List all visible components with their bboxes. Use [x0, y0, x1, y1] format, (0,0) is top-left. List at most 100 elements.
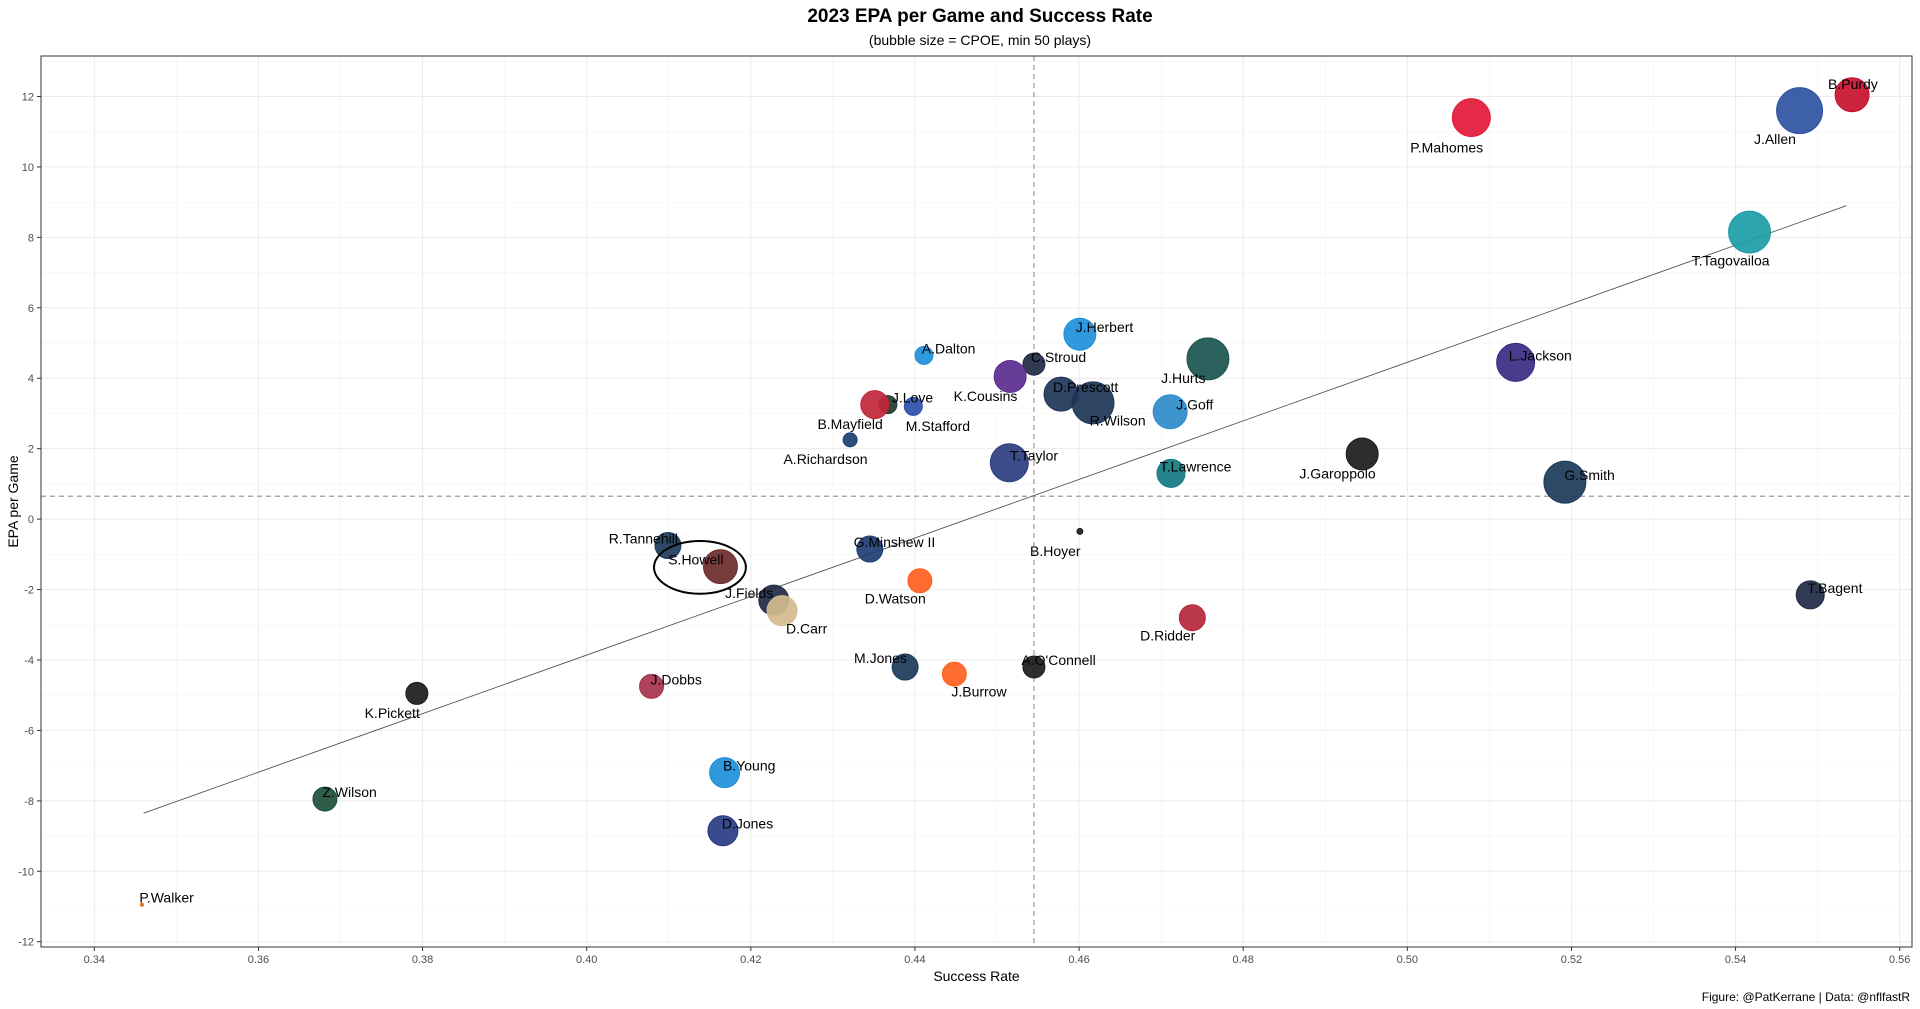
bubble-d-ridder — [1178, 604, 1206, 632]
label-m-jones: M.Jones — [854, 650, 907, 666]
bubble-s-howell — [702, 549, 738, 585]
bubble-t-bagent — [1795, 580, 1825, 610]
label-b-mayfield: B.Mayfield — [817, 416, 882, 432]
bubble-l-jackson — [1496, 342, 1536, 382]
label-j-fields: J.Fields — [725, 585, 773, 601]
label-j-love: J.Love — [892, 390, 933, 406]
y-tick-label: -12 — [18, 937, 34, 949]
bubble-k-cousins — [993, 359, 1027, 393]
bubble-g-smith — [1543, 460, 1587, 504]
chart-title: 2023 EPA per Game and Success Rate — [807, 6, 1153, 27]
label-j-allen: J.Allen — [1754, 131, 1796, 147]
bubble-t-taylor — [989, 443, 1029, 483]
bubble-a-dalton — [914, 345, 934, 365]
bubbles — [139, 77, 1870, 907]
label-j-herbert: J.Herbert — [1076, 319, 1134, 335]
y-axis-title: EPA per Game — [5, 455, 21, 548]
y-tick-label: 12 — [22, 92, 34, 104]
axis-ticks: 0.34 0.36 0.38 0.40 0.42 0.44 0.46 0.48 0.50 0.52… — [18, 92, 1910, 967]
y-tick-label: -10 — [18, 866, 34, 878]
bubble-j-burrow — [941, 661, 967, 687]
bubble-j-herbert — [1063, 317, 1097, 351]
label-z-wilson: Z.Wilson — [322, 784, 376, 800]
label-l-jackson: L.Jackson — [1509, 347, 1572, 363]
label-b-hoyer: B.Hoyer — [1030, 543, 1081, 559]
label-r-tannehill: R.Tannehill — [609, 530, 678, 546]
y-tick-label: 4 — [28, 373, 34, 385]
bubble-j-allen — [1776, 87, 1824, 135]
label-t-taylor: T.Taylor — [1010, 448, 1059, 464]
reference-lines — [41, 56, 1912, 947]
y-tick-label: 2 — [28, 444, 34, 456]
x-tick-label: 0.48 — [1232, 954, 1253, 966]
label-d-ridder: D.Ridder — [1140, 627, 1196, 643]
bubble-p-mahomes — [1451, 98, 1491, 138]
bubble-r-wilson — [1071, 381, 1115, 425]
y-tick-label: -2 — [24, 585, 34, 597]
x-tick-label: 0.50 — [1397, 954, 1418, 966]
label-t-bagent: T.Bagent — [1807, 580, 1862, 596]
y-tick-label: -4 — [24, 655, 34, 667]
bubble-a-o-connell — [1022, 655, 1046, 679]
bubble-j-garoppolo — [1345, 437, 1379, 471]
bubble-k-pickett — [405, 681, 429, 705]
label-d-jones: D.Jones — [722, 816, 773, 832]
label-j-goff: J.Goff — [1176, 397, 1213, 413]
bubble-d-jones — [707, 815, 739, 847]
bubble-j-goff — [1152, 394, 1188, 430]
x-tick-label: 0.52 — [1561, 954, 1582, 966]
player-labels: B.Purdy J.Allen P.Mahomes T.Tagovailoa L.Jac… — [139, 76, 1878, 906]
bubble-g-minshew-ii — [856, 535, 884, 563]
x-tick-label: 0.36 — [248, 954, 269, 966]
label-a-richardson: A.Richardson — [783, 451, 867, 467]
chart-subtitle: (bubble size = CPOE, min 50 plays) — [868, 32, 1092, 48]
chart-caption: Figure: @PatKerrane | Data: @nflfastR — [1701, 990, 1910, 1004]
x-tick-label: 0.46 — [1068, 954, 1089, 966]
label-g-minshew-ii: G.Minshew II — [854, 534, 936, 550]
label-k-cousins: K.Cousins — [954, 388, 1018, 404]
x-tick-label: 0.56 — [1889, 954, 1910, 966]
bubble-b-purdy — [1834, 77, 1870, 113]
x-tick-label: 0.44 — [904, 954, 925, 966]
panel-border — [40, 55, 1913, 948]
x-tick-label: 0.34 — [84, 954, 105, 966]
label-g-smith: G.Smith — [1564, 467, 1615, 483]
x-tick-label: 0.40 — [576, 954, 597, 966]
label-t-tagovailoa: T.Tagovailoa — [1692, 252, 1770, 268]
label-j-garoppolo: J.Garoppolo — [1299, 465, 1375, 481]
y-tick-label: 10 — [22, 162, 34, 174]
bubble-c-stroud — [1022, 352, 1046, 376]
bubble-m-jones — [891, 653, 919, 681]
label-a-o-connell: A.O'Connell — [1021, 652, 1095, 668]
label-d-prescott: D.Prescott — [1053, 379, 1118, 395]
bubble-m-stafford — [903, 396, 923, 416]
label-m-stafford: M.Stafford — [906, 418, 970, 434]
bubble-p-walker — [139, 902, 144, 907]
y-tick-label: 8 — [28, 232, 34, 244]
label-t-lawrence: T.Lawrence — [1160, 458, 1232, 474]
bubble-a-richardson — [842, 432, 858, 448]
bubble-b-mayfield — [860, 390, 890, 420]
bubble-j-hurts — [1186, 337, 1230, 381]
label-j-burrow: J.Burrow — [951, 684, 1007, 700]
bubble-d-carr — [766, 595, 798, 627]
label-a-dalton: A.Dalton — [922, 340, 976, 356]
label-j-dobbs: J.Dobbs — [650, 671, 701, 687]
label-d-carr: D.Carr — [786, 620, 828, 636]
label-s-howell: S.Howell — [668, 552, 723, 568]
label-r-wilson: R.Wilson — [1090, 413, 1146, 429]
label-c-stroud: C.Stroud — [1031, 349, 1086, 365]
label-p-mahomes: P.Mahomes — [1410, 140, 1483, 156]
bubble-t-tagovailoa — [1728, 210, 1772, 254]
label-k-pickett: K.Pickett — [365, 705, 420, 721]
y-tick-label: -8 — [24, 796, 34, 808]
x-tick-label: 0.54 — [1725, 954, 1746, 966]
bubble-z-wilson — [312, 786, 338, 812]
y-tick-label: -6 — [24, 725, 34, 737]
bubble-d-watson — [907, 568, 933, 594]
bubble-j-dobbs — [639, 673, 665, 699]
label-j-hurts: J.Hurts — [1161, 370, 1205, 386]
bubble-b-young — [709, 757, 741, 789]
highlight-ellipse — [652, 539, 747, 595]
